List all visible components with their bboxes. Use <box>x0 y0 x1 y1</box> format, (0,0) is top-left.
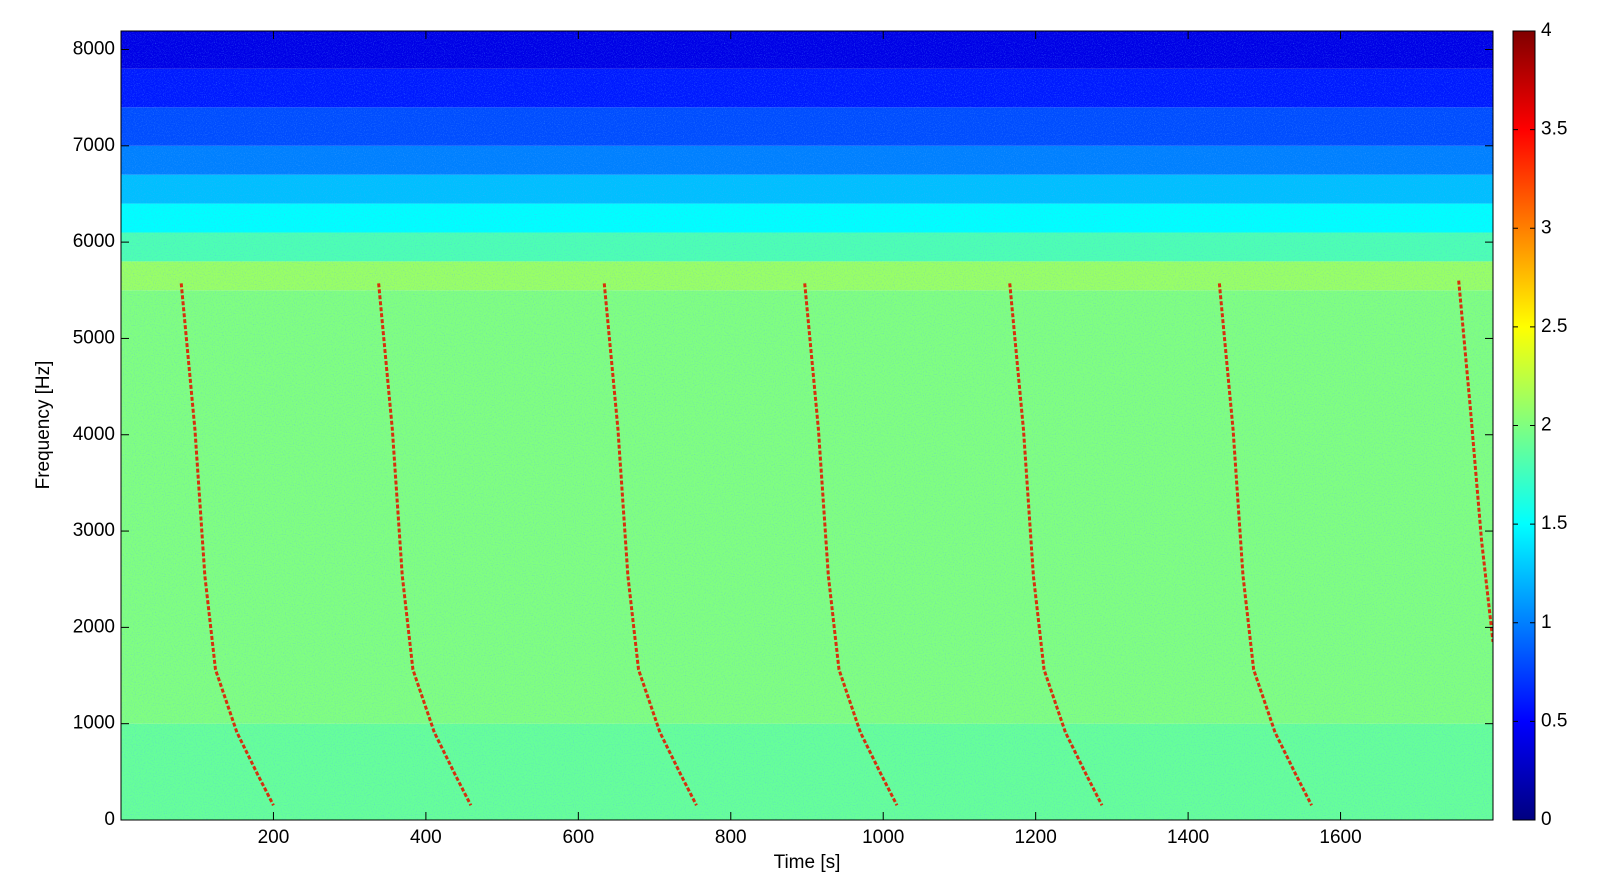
chirp-track <box>179 283 275 807</box>
y-tick-label: 3000 <box>73 520 115 541</box>
chirp-track <box>803 283 899 807</box>
y-tick-label: 1000 <box>73 713 115 734</box>
y-axis-label: Frequency [Hz] <box>33 361 54 490</box>
colorbar-tick-label: 0 <box>1541 809 1552 830</box>
colorbar-tick-label: 3 <box>1541 217 1552 238</box>
noise-texture <box>121 31 1493 820</box>
chirp-track <box>1217 283 1313 807</box>
colorbar-tick-label: 3.5 <box>1541 119 1567 140</box>
colorbar-tick-label: 1.5 <box>1541 513 1567 534</box>
x-tick-label: 1400 <box>1167 827 1209 848</box>
y-tick-label: 7000 <box>73 135 115 156</box>
x-tick-label: 1000 <box>862 827 904 848</box>
chirp-track <box>377 283 473 807</box>
colorbar-tick-label: 2 <box>1541 415 1552 436</box>
colorbar-tick-label: 2.5 <box>1541 316 1567 337</box>
chirp-track <box>1008 283 1104 807</box>
plot-frame <box>120 30 1494 821</box>
y-tick-label: 5000 <box>73 327 115 348</box>
tracks <box>179 280 1493 807</box>
x-axis-label: Time [s] <box>774 852 841 873</box>
x-tick-label: 1200 <box>1015 827 1057 848</box>
colorbar-tick-label: 4 <box>1541 20 1552 41</box>
x-tick-label: 600 <box>562 827 594 848</box>
y-tick-label: 4000 <box>73 424 115 445</box>
y-tick-label: 8000 <box>73 39 115 60</box>
chirp-track <box>602 283 698 807</box>
x-tick-label: 1600 <box>1319 827 1361 848</box>
colorbar-tick-label: 1 <box>1541 612 1552 633</box>
x-tick-label: 200 <box>258 827 290 848</box>
y-tick-label: 0 <box>104 809 115 830</box>
y-tick-label: 2000 <box>73 616 115 637</box>
x-tick-label: 800 <box>715 827 747 848</box>
colorbar-tick-label: 0.5 <box>1541 710 1567 731</box>
chirp-track <box>1457 280 1493 642</box>
x-tick-label: 400 <box>410 827 442 848</box>
y-tick-label: 6000 <box>73 231 115 252</box>
